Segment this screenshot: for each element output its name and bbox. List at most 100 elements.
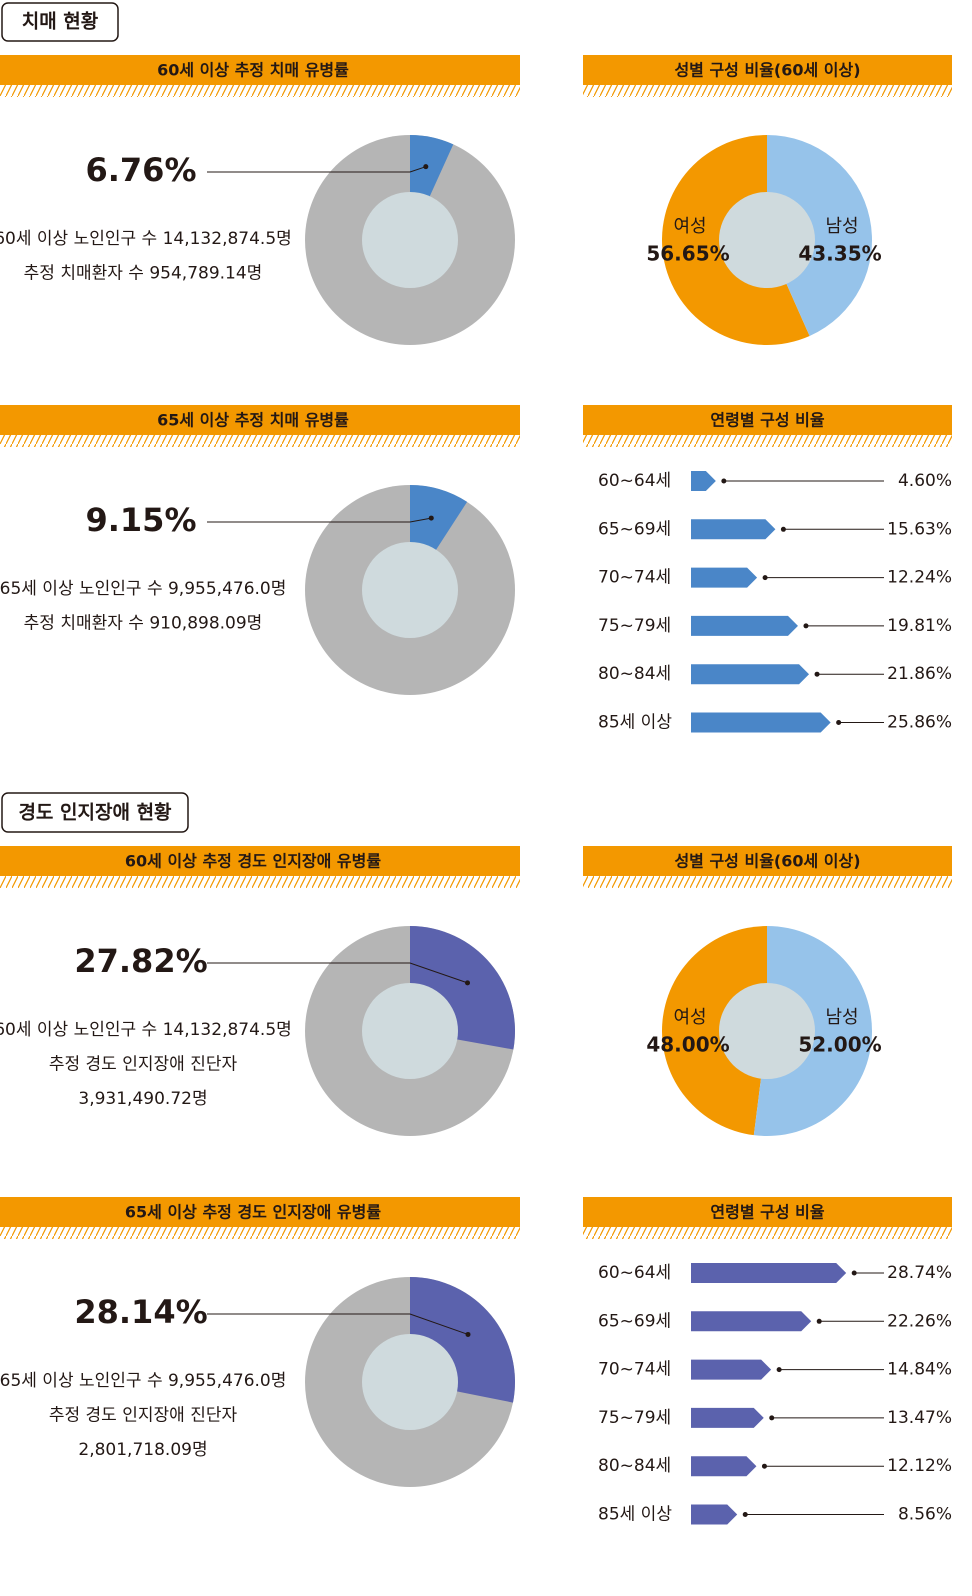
bar (691, 1456, 757, 1477)
leader-dot (742, 1512, 748, 1517)
bar-value: 4.60% (898, 471, 952, 491)
big-value: 6.76% (85, 151, 196, 189)
leader-dot (465, 980, 471, 986)
donut-hole (362, 192, 458, 288)
header-bar (0, 1197, 520, 1227)
section-box (1, 2, 119, 42)
leader-dot (803, 623, 809, 629)
bar-category: 65~69세 (598, 519, 671, 539)
bar-category: 70~74세 (598, 1360, 671, 1380)
leader-line (207, 962, 468, 984)
leader-dot (814, 671, 820, 677)
pie-value: 56.65% (646, 242, 729, 266)
note: 추정 치매환자 수 954,789.14명 (24, 264, 263, 284)
chart-title: 60세 이상 추정 치매 유병률 (157, 61, 349, 80)
bar (691, 1263, 847, 1283)
header-bar (583, 405, 952, 435)
bar-value: 21.86% (887, 664, 952, 684)
bar-value: 12.12% (887, 1456, 952, 1476)
note: 65세 이상 노인인구 수 9,955,476.0명 (0, 579, 286, 599)
pie-category: 여성 (673, 216, 706, 237)
section-title: 경도 인지장애 현황 (18, 801, 172, 824)
bar-value: 8.56% (898, 1505, 952, 1525)
bar (691, 1504, 738, 1525)
header-bar (583, 55, 952, 85)
section-title: 치매 현황 (22, 10, 99, 33)
big-value: 27.82% (74, 942, 207, 980)
bar (691, 519, 776, 540)
header-bar (0, 55, 520, 85)
bar-category: 80~84세 (598, 664, 671, 684)
bar-category: 75~79세 (598, 1408, 671, 1428)
header-bar (583, 1197, 952, 1227)
note: 2,801,718.09명 (78, 1440, 207, 1460)
bar-category: 85세 이상 (598, 713, 672, 733)
leader-dot (836, 720, 842, 725)
note: 60세 이상 노인인구 수 14,132,874.5명 (0, 1020, 292, 1040)
header-hatch (0, 876, 520, 888)
bar-category: 75~79세 (598, 616, 671, 636)
leader-dot (769, 1415, 775, 1421)
bar (691, 471, 716, 491)
donut-hole (719, 983, 815, 1079)
note: 추정 경도 인지장애 진단자 (49, 1055, 238, 1075)
header-bar (0, 846, 520, 876)
pie-category: 남성 (825, 1007, 858, 1028)
header-hatch (583, 1227, 952, 1239)
bar (691, 664, 810, 685)
leader-dot (762, 575, 768, 581)
header-bar (0, 405, 520, 435)
bar-category: 70~74세 (598, 568, 671, 588)
pie-slice (767, 135, 873, 336)
chart-title: 연령별 구성 비율 (710, 411, 824, 430)
note: 65세 이상 노인인구 수 9,955,476.0명 (0, 1371, 286, 1391)
big-value: 28.14% (74, 1293, 207, 1331)
bar (691, 615, 798, 636)
donut-hole (362, 983, 458, 1079)
note: 3,931,490.72명 (78, 1089, 207, 1109)
bar-value: 15.63% (887, 519, 952, 539)
header-hatch (583, 876, 952, 888)
leader-dot (816, 1318, 822, 1324)
note: 추정 경도 인지장애 진단자 (49, 1406, 238, 1426)
pie-category: 남성 (825, 216, 858, 237)
chart-title: 60세 이상 추정 경도 인지장애 유병률 (125, 852, 381, 871)
header-hatch (583, 85, 952, 97)
leader-dot (761, 1463, 767, 1469)
leader-dot (780, 526, 786, 532)
leader-dot (721, 478, 727, 484)
leader-dot (851, 1270, 857, 1276)
bar (691, 712, 831, 733)
bar-value: 12.24% (887, 568, 952, 588)
leader-line (207, 166, 426, 173)
header-hatch (583, 435, 952, 447)
chart-title: 65세 이상 추정 치매 유병률 (157, 411, 349, 430)
bar (691, 1407, 764, 1428)
note: 60세 이상 노인인구 수 14,132,874.5명 (0, 229, 292, 249)
chart-title: 연령별 구성 비율 (710, 1203, 824, 1222)
bar-category: 65~69세 (598, 1311, 671, 1331)
leader-dot (423, 164, 429, 170)
bar-category: 85세 이상 (598, 1505, 672, 1525)
donut-hole (362, 542, 458, 638)
chart-title: 성별 구성 비율(60세 이상) (674, 852, 860, 871)
bar-category: 80~84세 (598, 1456, 671, 1476)
leader-dot (428, 515, 434, 521)
bar-value: 22.26% (887, 1311, 952, 1331)
bar (691, 1311, 812, 1332)
header-hatch (0, 1227, 520, 1239)
bar-value: 25.86% (887, 713, 952, 733)
donut-hole (362, 1334, 458, 1430)
pie-category: 여성 (673, 1007, 706, 1028)
leader-dot (465, 1331, 471, 1337)
donut-hole (719, 192, 815, 288)
pie-value: 48.00% (646, 1033, 729, 1057)
leader-line (207, 517, 432, 523)
header-bar (583, 846, 952, 876)
chart-title: 65세 이상 추정 경도 인지장애 유병률 (125, 1203, 381, 1222)
section-box (1, 792, 189, 833)
bar (691, 567, 758, 588)
big-value: 9.15% (85, 501, 196, 539)
note: 추정 치매환자 수 910,898.09명 (24, 614, 263, 634)
